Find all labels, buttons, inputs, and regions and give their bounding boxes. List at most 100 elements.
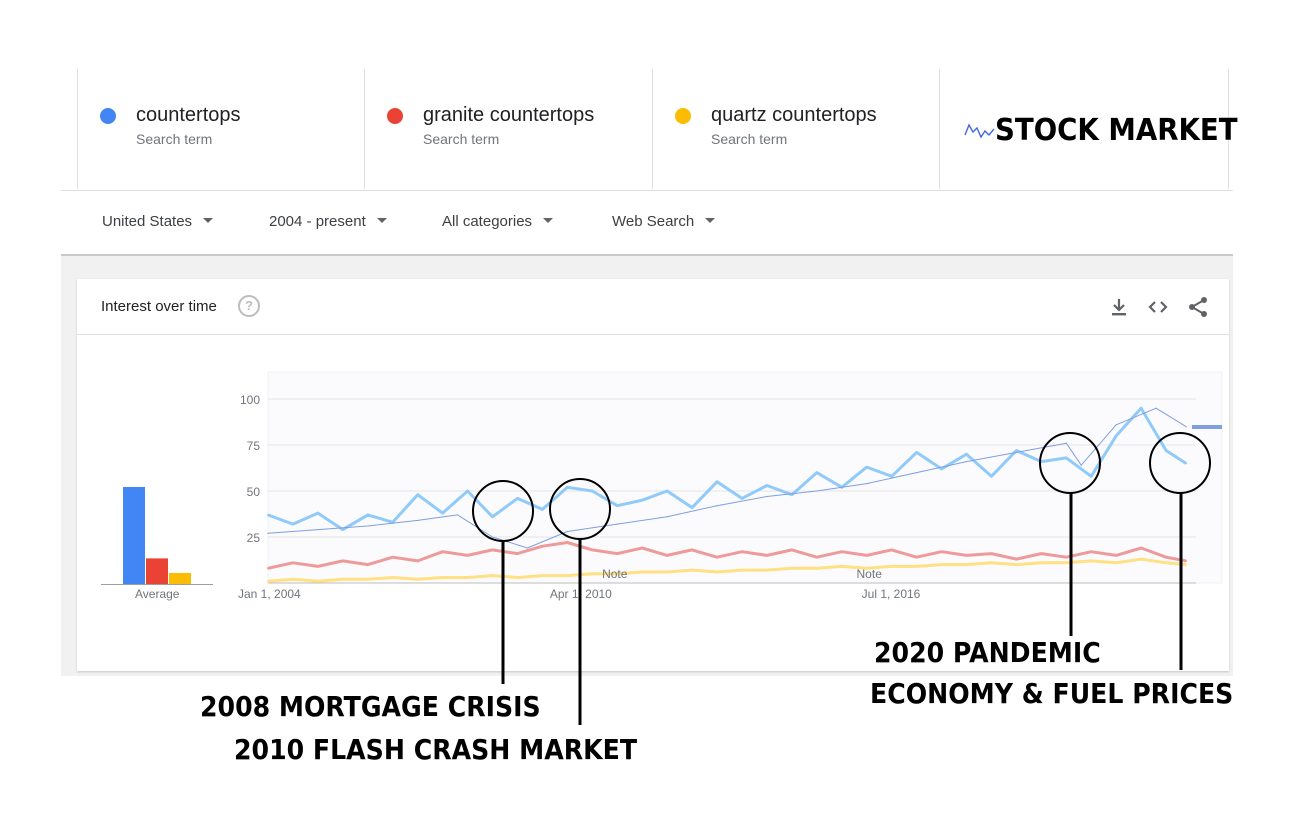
data-point (866, 483, 868, 485)
data-point (1040, 552, 1043, 555)
data-point (916, 472, 918, 474)
data-point (915, 451, 918, 454)
data-point (491, 536, 494, 538)
data-point (990, 475, 993, 478)
data-point (691, 548, 694, 551)
data-point (990, 561, 993, 564)
data-point (1140, 547, 1143, 550)
data-point (666, 570, 669, 573)
filter-label: United States (102, 213, 193, 230)
annotation-economy-fuel: ECONOMY & FUEL PRICES (870, 677, 1234, 710)
data-point (391, 556, 394, 559)
help-icon[interactable]: ? (238, 295, 260, 317)
search-term-card-2[interactable]: granite countertops Search term (364, 69, 652, 189)
data-point (1090, 550, 1093, 553)
data-point (691, 506, 694, 509)
data-point (716, 570, 719, 573)
series-line-4 (267, 407, 1187, 549)
data-point (566, 530, 568, 533)
data-point (291, 561, 294, 564)
data-point (1115, 554, 1118, 557)
download-icon[interactable] (1107, 295, 1131, 319)
data-point (790, 567, 793, 570)
data-point (716, 480, 719, 483)
data-point (865, 466, 868, 469)
data-point (766, 495, 768, 498)
stock-overlay-panel (267, 371, 1223, 584)
embed-icon[interactable] (1146, 295, 1170, 319)
data-point (765, 554, 768, 557)
data-point (591, 490, 594, 492)
data-point (1185, 426, 1187, 428)
search-term-type: Search term (136, 131, 213, 147)
data-point (890, 565, 893, 568)
search-term-type: Search term (423, 131, 500, 147)
data-point (1040, 561, 1043, 564)
data-point (1065, 456, 1068, 459)
data-point (915, 556, 918, 559)
average-bar (123, 487, 145, 584)
data-point (441, 550, 444, 553)
data-point (566, 574, 569, 577)
filter-label: All categories (442, 213, 533, 230)
data-point (416, 559, 419, 562)
data-point (1185, 559, 1188, 562)
data-point (416, 578, 419, 581)
series-line-2 (267, 541, 1187, 570)
caret-down-icon (543, 218, 554, 223)
data-point (666, 490, 669, 492)
data-point (641, 547, 644, 550)
data-point (566, 486, 569, 489)
caret-down-icon (203, 218, 214, 223)
data-point (1140, 558, 1143, 561)
data-point (1165, 449, 1168, 452)
data-point (740, 497, 743, 500)
search-term-name: countertops (136, 104, 241, 126)
data-point (1080, 464, 1082, 466)
data-point (740, 569, 743, 572)
filter-label: Web Search (612, 213, 695, 230)
filter-time-range[interactable]: 2004 - present (269, 213, 387, 230)
data-point (267, 532, 269, 534)
data-point (516, 576, 519, 579)
data-point (466, 554, 469, 557)
data-point (1115, 434, 1118, 437)
average-bar (146, 558, 168, 584)
search-term-type: Search term (711, 131, 788, 147)
share-icon[interactable] (1186, 295, 1210, 319)
data-point (865, 567, 868, 570)
data-point (541, 508, 544, 511)
data-point (1015, 563, 1018, 566)
data-point (816, 490, 818, 492)
data-point (441, 512, 444, 515)
data-point (616, 523, 618, 525)
data-point (740, 550, 743, 553)
data-point (591, 572, 594, 575)
search-term-card-3[interactable]: quartz countertops Search term (652, 69, 940, 189)
data-point (1090, 559, 1093, 562)
mini-line-chart-icon (964, 123, 995, 139)
stock-price-marker (1192, 425, 1222, 429)
data-point (316, 512, 319, 515)
data-point (317, 529, 319, 531)
filter-region[interactable]: United States (102, 213, 214, 230)
filter-search-type[interactable]: Web Search (612, 213, 716, 230)
data-point (790, 548, 793, 551)
data-point (1015, 449, 1018, 452)
filter-category[interactable]: All categories (442, 213, 554, 230)
data-point (1015, 558, 1018, 561)
data-point (316, 565, 319, 568)
data-point (366, 563, 369, 566)
note-label: Note (857, 567, 883, 581)
annotation-pandemic: 2020 PANDEMIC (874, 636, 1101, 669)
data-point (1140, 407, 1143, 410)
data-point (1065, 442, 1067, 444)
search-term-card-1[interactable]: countertops Search term (77, 69, 365, 189)
data-point (267, 513, 269, 516)
data-point (815, 556, 818, 559)
data-point (815, 567, 818, 570)
data-point (516, 552, 519, 555)
data-point (965, 554, 968, 557)
data-point (641, 570, 644, 573)
